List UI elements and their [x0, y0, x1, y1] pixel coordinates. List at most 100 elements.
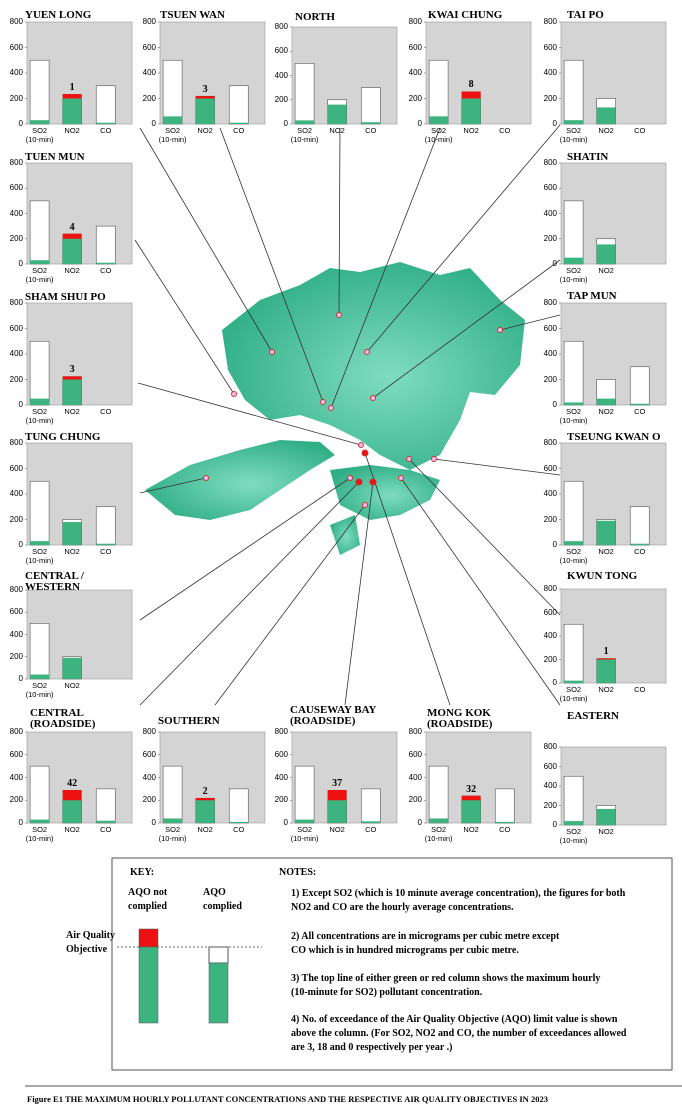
chart-title: YUEN LONG	[25, 9, 92, 21]
y-tick-label: 0	[552, 678, 557, 687]
y-tick-label: 800	[142, 17, 156, 26]
y-tick-label: 0	[151, 818, 156, 827]
aqo-limit	[360, 87, 381, 125]
bar	[62, 376, 82, 405]
y-tick-label: 600	[408, 749, 422, 759]
chart-title: SOUTHERN	[158, 715, 220, 727]
key-box	[111, 857, 673, 1071]
bar	[62, 94, 82, 124]
bar	[596, 398, 616, 405]
key-label: AQO not complied	[128, 887, 168, 912]
x-tick-label: SO2 (10-min)	[290, 825, 319, 843]
x-tick-label: NO2	[329, 825, 345, 834]
exceedance-count: 3	[202, 83, 208, 95]
y-tick-label: 0	[283, 119, 288, 128]
y-tick-label: 0	[18, 540, 23, 549]
y-tick-label: 600	[543, 323, 557, 333]
exceedance	[461, 91, 481, 99]
x-tick-label: NO2	[598, 827, 614, 836]
station	[364, 349, 370, 355]
y-tick-label: 600	[543, 463, 557, 473]
aqo-limit	[428, 59, 449, 125]
x-tick-label: NO2	[64, 126, 80, 135]
bar	[229, 821, 249, 823]
aqo-limit	[95, 506, 116, 546]
y-tick-label: 800	[9, 585, 23, 594]
key-frame	[111, 857, 673, 1071]
aqo-limit	[563, 623, 584, 684]
station	[269, 349, 275, 355]
aqo-limit	[228, 85, 249, 125]
aqo-limit	[563, 200, 584, 265]
exceedance	[62, 376, 82, 380]
y-tick-label: 600	[142, 749, 156, 759]
leader-line	[139, 127, 273, 353]
y-tick-label: 200	[142, 93, 156, 103]
bar	[96, 820, 116, 823]
y-tick-label: 200	[9, 795, 23, 805]
bar	[596, 808, 616, 825]
exceedance-count: 1	[603, 646, 609, 658]
y-tick-label: 0	[552, 400, 557, 409]
station	[406, 456, 412, 462]
chart-title: EASTERN	[567, 710, 619, 722]
x-tick-label: SO2 (10-min)	[25, 681, 54, 699]
map-island	[330, 465, 440, 520]
leader-line	[139, 477, 207, 494]
leader-line	[214, 504, 366, 706]
key-green	[208, 962, 229, 1024]
roadside-station	[369, 478, 377, 486]
x-tick-label: CO	[634, 407, 646, 416]
bar	[30, 260, 50, 264]
y-tick-label: 600	[408, 42, 422, 52]
exceedance	[596, 658, 616, 660]
leader-line	[400, 477, 561, 706]
y-tick-label: 200	[274, 94, 288, 104]
y-tick-label: 200	[543, 374, 557, 384]
x-tick-label: NO2	[598, 685, 614, 694]
aqo-limit	[29, 340, 50, 406]
y-tick-label: 200	[543, 800, 557, 810]
y-tick-label: 0	[283, 818, 288, 827]
chart-title: TAI PO	[567, 9, 604, 21]
bar	[361, 122, 381, 124]
x-tick-label: SO2 (10-min)	[290, 126, 319, 144]
bar	[295, 819, 315, 823]
note: 3) The top line of either green or red c…	[291, 973, 601, 998]
aqo-limit	[95, 85, 116, 125]
x-tick-label: CO	[634, 685, 646, 694]
y-tick-label: 800	[543, 298, 557, 307]
aqo-limit	[228, 788, 249, 824]
exceedance	[62, 94, 82, 99]
bar	[361, 821, 381, 823]
x-tick-label: SO2 (10-min)	[158, 126, 187, 144]
x-tick-label: SO2 (10-min)	[559, 685, 588, 703]
y-tick-label: 800	[543, 438, 557, 447]
y-tick-label: 600	[9, 607, 23, 617]
bar	[630, 543, 650, 545]
y-tick-label: 200	[543, 93, 557, 103]
bar	[327, 104, 347, 124]
aqo-limit	[95, 225, 116, 265]
y-tick-label: 600	[543, 761, 557, 771]
station	[398, 475, 404, 481]
bar	[564, 257, 584, 264]
y-tick-label: 400	[543, 489, 557, 498]
x-tick-label: SO2 (10-min)	[25, 126, 54, 144]
aqo-limit	[29, 765, 50, 824]
x-tick-label: NO2	[598, 126, 614, 135]
station	[362, 502, 368, 508]
chart-title: SHATIN	[567, 151, 609, 163]
chart-title: NORTH	[295, 11, 335, 23]
aqo-limit	[29, 200, 50, 265]
map	[145, 262, 525, 555]
leader-line	[338, 127, 341, 316]
y-tick-label: 200	[9, 93, 23, 103]
bar	[596, 107, 616, 124]
x-tick-label: NO2	[598, 407, 614, 416]
bar	[96, 543, 116, 545]
key-label: Air Quality Objective	[66, 930, 115, 955]
exceedance-count: 4	[69, 221, 75, 233]
bar	[429, 116, 449, 124]
station	[370, 395, 376, 401]
